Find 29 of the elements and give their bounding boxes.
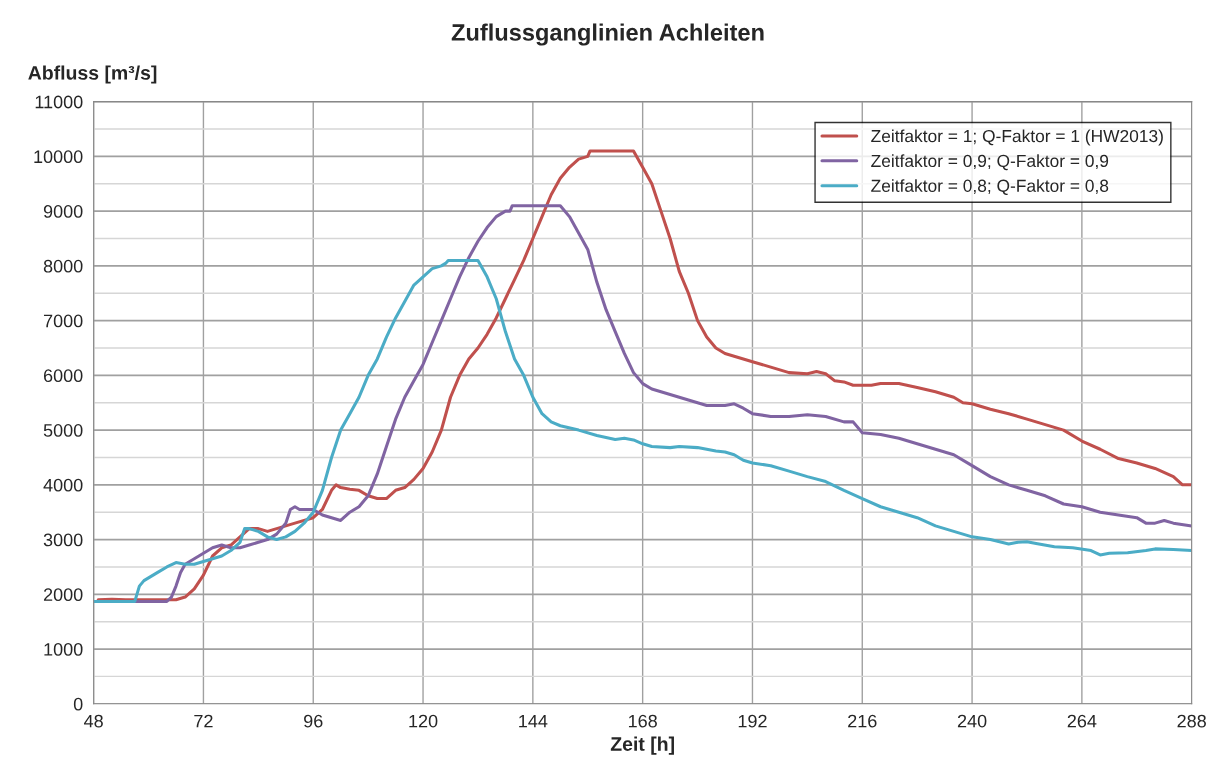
y-tick-label: 9000 [43, 205, 83, 218]
x-tick-label: 216 [848, 714, 877, 728]
legend-label: Zeitfaktor = 0,9; Q-Faktor = 0,9 [871, 154, 1109, 171]
x-tick-label: 240 [957, 714, 987, 728]
y-tick-label: 3000 [43, 533, 83, 547]
x-tick-label: 192 [738, 714, 767, 728]
x-tick-label: 72 [194, 714, 213, 728]
x-tick-label: 288 [1177, 714, 1206, 728]
chart-title: Zuflussganglinien Achleiten [451, 23, 764, 46]
legend-label: Zeitfaktor = 1; Q-Faktor = 1 (HW2013) [871, 129, 1163, 146]
y-tick-label: 1000 [44, 642, 83, 656]
x-tick-label: 168 [628, 714, 657, 728]
x-tick-label: 264 [1067, 714, 1097, 728]
x-tick-label: 96 [304, 714, 323, 728]
x-tick-label: 144 [519, 714, 548, 728]
x-tick-label: 120 [409, 714, 438, 728]
y-tick-label: 8000 [43, 259, 83, 273]
y-tick-label: 10000 [34, 150, 83, 164]
y-tick-label: 4000 [43, 478, 83, 492]
y-tick-label: 2000 [43, 588, 83, 602]
x-tick-label: 48 [84, 714, 103, 728]
y-tick-label: 5000 [43, 424, 83, 437]
legend-label: Zeitfaktor = 0,8; Q-Faktor = 0,8 [871, 179, 1109, 196]
y-tick-label: 7000 [43, 314, 83, 328]
y-tick-label: 0 [73, 697, 83, 711]
x-axis-title: Zeit [h] [610, 736, 674, 755]
y-tick-label: 6000 [43, 369, 83, 383]
y-axis-title: Abfluss [m³/s] [28, 65, 157, 84]
y-tick-label: 11000 [35, 95, 83, 109]
